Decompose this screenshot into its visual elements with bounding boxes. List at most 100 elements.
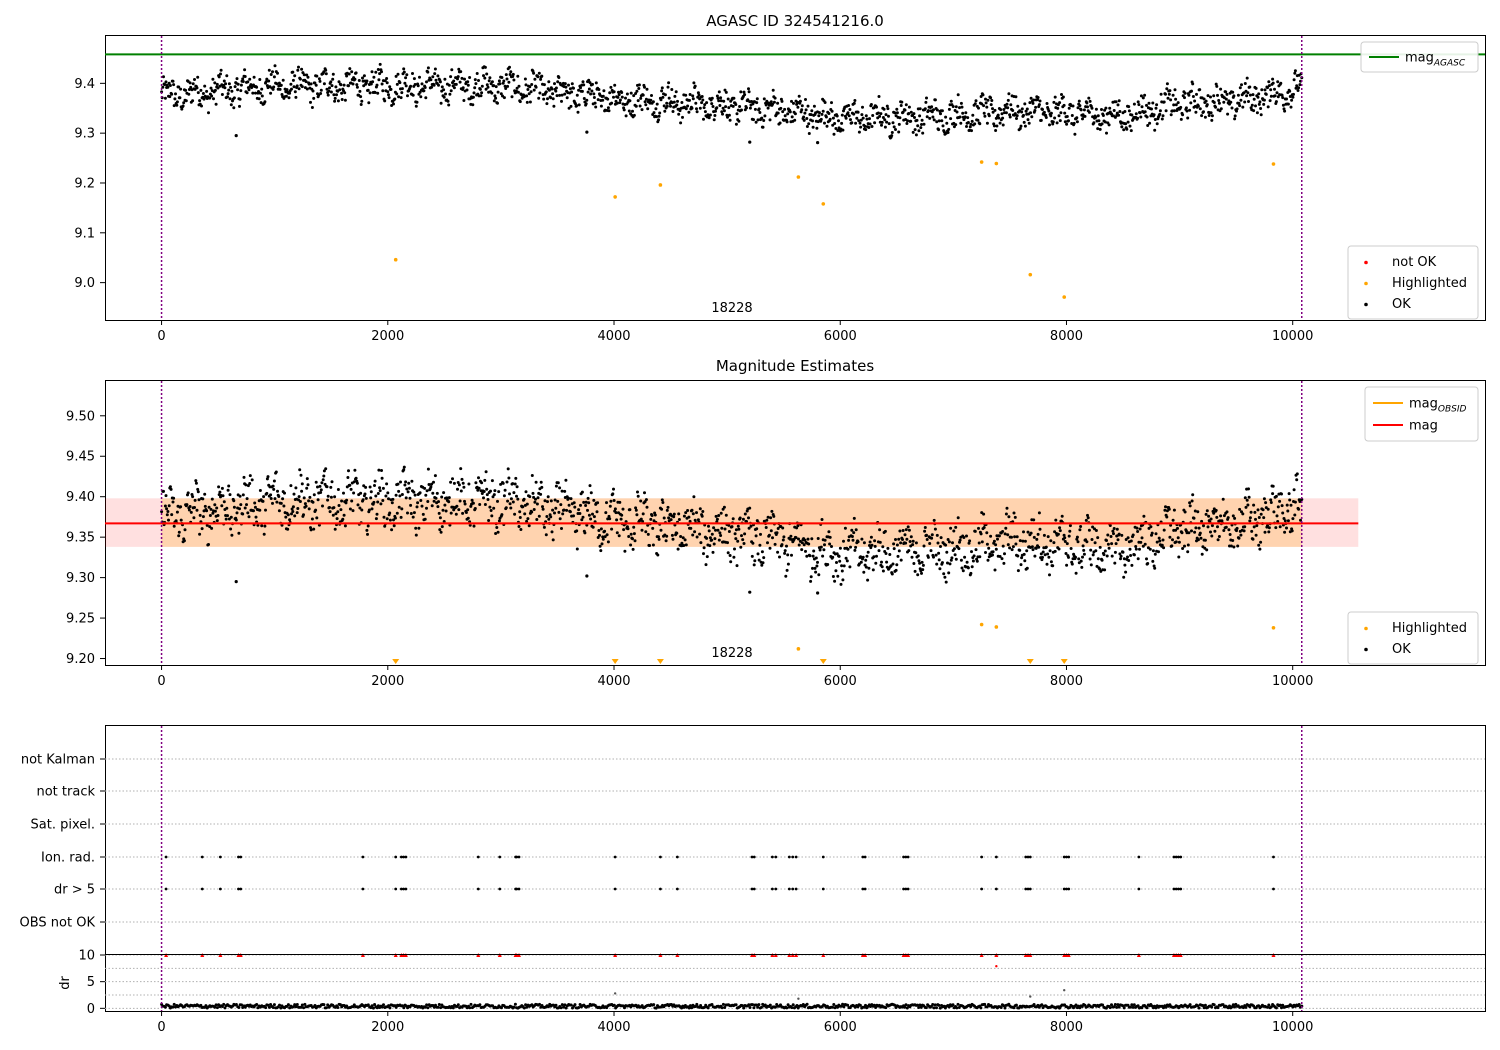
ok-point bbox=[1089, 548, 1093, 552]
ok-point bbox=[174, 92, 177, 96]
dr-point bbox=[573, 1003, 577, 1007]
ok-point bbox=[1076, 106, 1080, 110]
ok-point bbox=[175, 510, 179, 514]
ok-point bbox=[606, 540, 610, 544]
ok-point bbox=[1029, 96, 1033, 100]
ok-point bbox=[334, 512, 338, 516]
ok-point bbox=[201, 92, 205, 95]
ok-point bbox=[358, 506, 362, 510]
ok-point bbox=[966, 121, 970, 124]
ok-point bbox=[852, 516, 856, 520]
ok-point bbox=[275, 500, 279, 504]
ok-point bbox=[978, 555, 982, 559]
ok-point bbox=[984, 97, 987, 101]
ok-point bbox=[873, 539, 877, 543]
ok-point bbox=[951, 541, 954, 545]
ok-point bbox=[1113, 550, 1117, 554]
ok-point bbox=[945, 121, 949, 125]
ok-point bbox=[945, 550, 949, 554]
ok-point bbox=[726, 115, 729, 119]
ok-point bbox=[1143, 93, 1147, 97]
ok-point bbox=[1128, 547, 1132, 551]
ok-point bbox=[209, 86, 213, 90]
ok-point bbox=[711, 550, 715, 554]
ok-point bbox=[1116, 103, 1120, 107]
ok-point bbox=[1251, 537, 1255, 541]
flag-marker bbox=[515, 855, 519, 859]
ok-point bbox=[1164, 109, 1168, 113]
ok-point bbox=[210, 94, 214, 98]
ok-point bbox=[1278, 499, 1282, 503]
ok-point bbox=[880, 560, 883, 564]
ok-point bbox=[811, 119, 814, 123]
ok-point bbox=[1048, 549, 1052, 553]
ok-point bbox=[196, 487, 200, 491]
legend-frame bbox=[1360, 41, 1479, 73]
ok-point bbox=[229, 103, 233, 107]
ok-point bbox=[361, 498, 365, 502]
ok-point bbox=[575, 104, 579, 108]
ok-point bbox=[1153, 566, 1157, 570]
ok-point bbox=[1011, 545, 1015, 549]
ok-point bbox=[793, 118, 797, 122]
ok-point bbox=[508, 65, 511, 69]
ok-point bbox=[1243, 82, 1247, 85]
y-tick-label: 0 bbox=[87, 1002, 95, 1017]
ok-point bbox=[378, 72, 382, 76]
ok-point bbox=[263, 100, 267, 104]
x-tick-label: 6000 bbox=[824, 329, 857, 344]
legend-frame bbox=[1364, 386, 1479, 442]
ok-point bbox=[948, 562, 952, 566]
ok-point bbox=[875, 554, 878, 558]
ok-point bbox=[593, 101, 597, 105]
ok-point bbox=[646, 532, 650, 536]
ok-point bbox=[826, 563, 830, 566]
ok-point bbox=[719, 99, 723, 103]
ok-point bbox=[861, 116, 865, 120]
ok-point bbox=[935, 120, 939, 124]
ok-point bbox=[734, 103, 738, 106]
ok-point bbox=[537, 514, 541, 518]
ok-point bbox=[261, 499, 265, 503]
ok-point bbox=[225, 506, 229, 510]
ok-point bbox=[276, 489, 279, 493]
dr-point bbox=[752, 1006, 756, 1010]
ok-point bbox=[823, 543, 826, 547]
flag-marker bbox=[1172, 887, 1176, 891]
dr-point bbox=[272, 1003, 276, 1007]
ok-point bbox=[492, 99, 496, 103]
ok-point bbox=[676, 99, 679, 103]
ok-point bbox=[1117, 532, 1121, 536]
ok-point bbox=[1010, 548, 1014, 552]
ok-point bbox=[328, 86, 331, 90]
ok-point bbox=[1276, 80, 1280, 84]
ok-point bbox=[581, 80, 585, 84]
ok-point bbox=[1064, 552, 1068, 555]
ok-point bbox=[740, 534, 743, 538]
ok-point bbox=[1140, 536, 1144, 540]
ok-point bbox=[461, 86, 465, 90]
ok-point bbox=[866, 550, 870, 554]
ok-point bbox=[699, 541, 703, 545]
ok-point bbox=[388, 518, 392, 522]
ok-point bbox=[366, 532, 369, 536]
ok-point bbox=[779, 106, 783, 110]
ok-point bbox=[339, 508, 343, 512]
ok-point bbox=[632, 94, 636, 98]
ok-point bbox=[1276, 95, 1280, 99]
ok-point bbox=[897, 549, 901, 553]
ok-point bbox=[175, 103, 179, 107]
ok-point bbox=[672, 512, 676, 516]
ok-point bbox=[923, 529, 927, 533]
ok-point bbox=[1098, 545, 1102, 549]
ok-point bbox=[634, 104, 638, 108]
ok-point bbox=[1031, 101, 1035, 105]
ok-point bbox=[719, 96, 723, 100]
ok-point bbox=[322, 474, 326, 478]
dr-point bbox=[336, 1006, 340, 1009]
ok-point bbox=[1067, 106, 1071, 110]
ok-point bbox=[1289, 105, 1293, 109]
ok-point bbox=[859, 125, 863, 129]
ok-point bbox=[405, 73, 409, 77]
ok-point bbox=[974, 548, 978, 552]
